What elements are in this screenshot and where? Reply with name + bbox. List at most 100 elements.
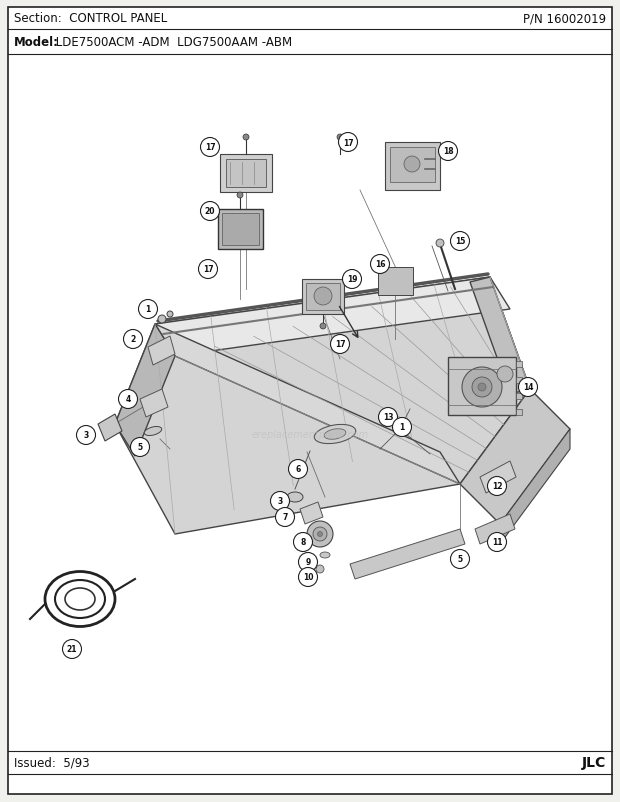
Text: 13: 13 [383, 413, 393, 422]
Bar [516, 378, 522, 383]
Circle shape [63, 640, 81, 658]
FancyBboxPatch shape [448, 358, 516, 415]
Circle shape [478, 383, 486, 391]
Text: 8: 8 [300, 538, 306, 547]
Polygon shape [115, 277, 530, 534]
Ellipse shape [314, 425, 356, 444]
Polygon shape [155, 325, 460, 484]
Circle shape [200, 138, 219, 157]
Text: 4: 4 [125, 395, 131, 404]
Text: JLC: JLC [582, 755, 606, 769]
Text: P/N 16002019: P/N 16002019 [523, 13, 606, 26]
Text: Section:  CONTROL PANEL: Section: CONTROL PANEL [14, 13, 167, 26]
Circle shape [451, 550, 469, 569]
Circle shape [317, 532, 322, 537]
Circle shape [436, 240, 444, 248]
Text: 3: 3 [83, 431, 89, 440]
Text: 2: 2 [130, 335, 136, 344]
Circle shape [320, 323, 326, 330]
Polygon shape [470, 277, 530, 395]
Bar [306, 284, 340, 310]
Circle shape [200, 202, 219, 221]
Circle shape [138, 300, 157, 319]
Circle shape [243, 135, 249, 141]
Ellipse shape [324, 429, 346, 439]
Text: 17: 17 [335, 340, 345, 349]
Text: 18: 18 [443, 148, 453, 156]
Circle shape [462, 367, 502, 407]
Bar [516, 410, 522, 415]
Circle shape [342, 270, 361, 290]
Polygon shape [300, 502, 323, 525]
Circle shape [270, 492, 290, 511]
Circle shape [395, 424, 405, 435]
Circle shape [316, 565, 324, 573]
Circle shape [404, 157, 420, 172]
Circle shape [330, 335, 350, 354]
Polygon shape [460, 390, 570, 525]
Ellipse shape [320, 553, 330, 558]
Circle shape [167, 312, 173, 318]
Text: LDE7500ACM -ADM  LDG7500AAM -ABM: LDE7500ACM -ADM LDG7500AAM -ABM [52, 36, 292, 50]
Text: 9: 9 [306, 558, 311, 567]
Circle shape [158, 316, 166, 323]
Circle shape [275, 508, 294, 527]
Circle shape [339, 133, 358, 152]
Circle shape [371, 255, 389, 274]
Text: 17: 17 [205, 144, 215, 152]
Ellipse shape [287, 492, 303, 502]
Polygon shape [350, 529, 465, 579]
Circle shape [337, 135, 343, 141]
Text: Issued:  5/93: Issued: 5/93 [14, 755, 90, 768]
Text: 14: 14 [523, 383, 533, 392]
Circle shape [307, 521, 333, 547]
Polygon shape [480, 461, 516, 493]
Circle shape [518, 378, 538, 397]
Circle shape [313, 528, 327, 541]
Text: 3: 3 [277, 497, 283, 506]
Bar [226, 160, 266, 188]
Text: 17: 17 [343, 138, 353, 148]
Text: 5: 5 [458, 555, 463, 564]
Text: 21: 21 [67, 645, 78, 654]
Ellipse shape [144, 427, 162, 436]
Text: 5: 5 [138, 443, 143, 452]
Polygon shape [115, 325, 175, 456]
Circle shape [487, 477, 507, 496]
Text: Model:: Model: [14, 36, 59, 50]
Circle shape [198, 260, 218, 279]
Bar [390, 148, 435, 183]
Bar [220, 155, 272, 192]
Circle shape [76, 426, 95, 445]
Text: 17: 17 [203, 265, 213, 274]
Polygon shape [148, 337, 175, 366]
Bar [385, 143, 440, 191]
Text: 20: 20 [205, 207, 215, 217]
Text: 10: 10 [303, 573, 313, 581]
Circle shape [451, 233, 469, 251]
Circle shape [130, 438, 149, 457]
Text: 1: 1 [145, 305, 151, 314]
Circle shape [487, 533, 507, 552]
Polygon shape [500, 429, 570, 545]
Circle shape [298, 553, 317, 572]
Text: 11: 11 [492, 538, 502, 547]
Circle shape [438, 142, 458, 161]
Circle shape [118, 390, 138, 409]
Bar [516, 394, 522, 399]
Text: 6: 6 [295, 465, 301, 474]
Text: ereplacementparts.com: ereplacementparts.com [252, 429, 368, 439]
Bar [378, 268, 413, 296]
Text: 12: 12 [492, 482, 502, 491]
Circle shape [472, 378, 492, 398]
Polygon shape [155, 277, 510, 357]
Circle shape [392, 418, 412, 437]
Polygon shape [475, 514, 515, 545]
Text: 16: 16 [374, 260, 385, 269]
Circle shape [237, 192, 243, 199]
Bar [302, 280, 344, 314]
Circle shape [298, 568, 317, 587]
Polygon shape [140, 390, 168, 418]
Circle shape [497, 367, 513, 383]
Circle shape [288, 460, 308, 479]
